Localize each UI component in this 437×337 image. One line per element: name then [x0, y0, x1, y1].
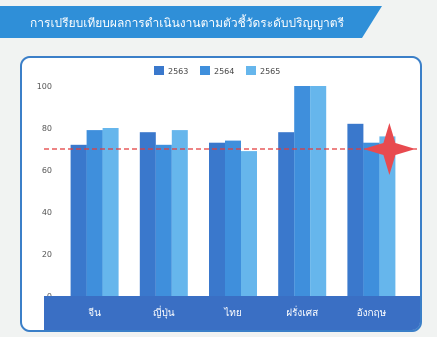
bar	[171, 130, 188, 296]
title-banner: การเปรียบเทียบผลการดำเนินงานตามตัวชี้วัด…	[0, 6, 382, 38]
bar	[155, 144, 172, 296]
legend-swatch	[200, 66, 210, 75]
bar-chart: 020406080100จีนญี่ปุ่นไทยฝรั่งเศสอังกฤษ2…	[37, 66, 420, 330]
legend-swatch	[246, 66, 256, 75]
x-tick-label: อังกฤษ	[357, 308, 387, 319]
bar	[225, 140, 241, 296]
y-tick-label: 60	[42, 166, 52, 175]
legend-label: 2563	[168, 67, 188, 76]
bar	[294, 86, 311, 296]
bar	[86, 130, 103, 296]
bar	[241, 151, 257, 296]
bar	[278, 132, 295, 296]
y-tick-label: 100	[37, 82, 52, 91]
bar	[363, 142, 380, 296]
y-tick-label: 80	[42, 124, 52, 133]
x-tick-label: จีน	[88, 307, 101, 319]
x-tick-label: ไทย	[223, 307, 241, 319]
banner-title: การเปรียบเทียบผลการดำเนินงานตามตัวชี้วัด…	[30, 16, 345, 30]
banner-shape	[0, 6, 382, 38]
star-marker	[363, 123, 416, 175]
legend-label: 2565	[260, 67, 280, 76]
bar	[310, 86, 327, 296]
x-tick-label: ญี่ปุ่น	[153, 305, 175, 319]
bar	[139, 132, 156, 296]
bar	[102, 128, 119, 296]
legend-swatch	[154, 66, 164, 75]
bar	[379, 136, 396, 296]
category-band	[44, 296, 420, 330]
y-tick-label: 20	[42, 250, 52, 259]
y-tick-label: 40	[42, 208, 52, 217]
legend-label: 2564	[214, 67, 234, 76]
x-tick-label: ฝรั่งเศส	[286, 305, 318, 319]
bar	[347, 123, 364, 296]
chart-card: 020406080100จีนญี่ปุ่นไทยฝรั่งเศสอังกฤษ2…	[20, 56, 422, 332]
bar	[70, 144, 87, 296]
bar	[209, 142, 225, 296]
